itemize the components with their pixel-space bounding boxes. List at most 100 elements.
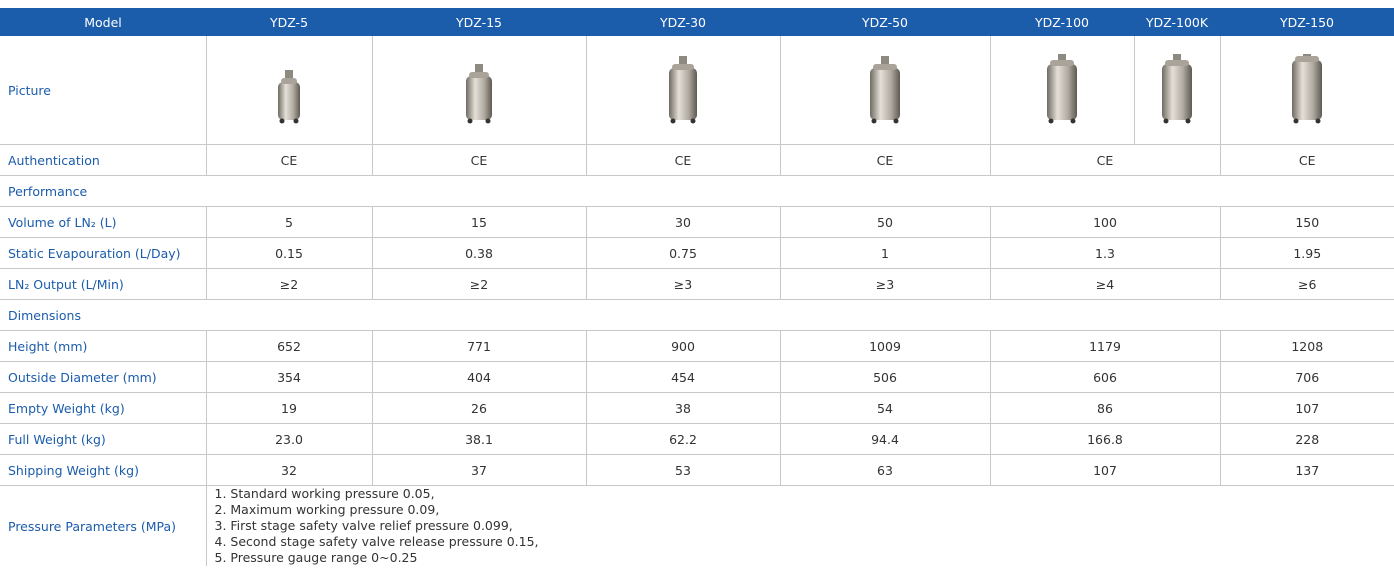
value-cell: 107 xyxy=(989,454,1220,486)
value-cell: 107 xyxy=(1219,392,1394,424)
header-cell: YDZ-100K xyxy=(1134,8,1220,36)
row-label: LN₂ Output (L/Min) xyxy=(0,268,206,300)
value-cell: 26 xyxy=(371,392,586,424)
value-cell: 32 xyxy=(205,454,372,486)
value-cell: 54 xyxy=(779,392,990,424)
value-cell: 100 xyxy=(989,206,1220,238)
value-cell: 94.4 xyxy=(779,423,990,455)
row-label: Outside Diameter (mm) xyxy=(0,361,206,393)
value-cell: CE xyxy=(585,144,780,176)
note-line: 3. First stage safety valve relief press… xyxy=(214,518,513,533)
header-cell: YDZ-15 xyxy=(372,8,586,36)
note-line: 5. Pressure gauge range 0~0.25 xyxy=(214,550,418,565)
spec-table: Model YDZ-5 YDZ-15 YDZ-30 YDZ-50 YDZ-100 YDZ-1… xyxy=(0,8,1394,566)
table-row: Full Weight (kg) 23.0 38.1 62.2 94.4 166.8 228 xyxy=(0,423,1394,455)
header-cell: YDZ-5 xyxy=(206,8,372,36)
row-label: Static Evapouration (L/Day) xyxy=(0,237,206,269)
row-label: Volume of LN₂ (L) xyxy=(0,206,206,238)
value-cell: 63 xyxy=(779,454,990,486)
note-line: 2. Maximum working pressure 0.09, xyxy=(214,502,440,517)
value-cell: 150 xyxy=(1219,206,1394,238)
table-row: LN₂ Output (L/Min) ≥2 ≥2 ≥3 ≥3 ≥4 ≥6 xyxy=(0,268,1394,300)
row-label: Pressure Parameters (MPa) xyxy=(8,518,177,534)
value-cell: 1208 xyxy=(1219,330,1394,362)
table-row: Empty Weight (kg) 19 26 38 54 86 107 xyxy=(0,392,1394,424)
row-label: Height (mm) xyxy=(0,330,206,362)
row-label: Authentication xyxy=(0,144,206,176)
value-cell: 53 xyxy=(585,454,780,486)
picture-cell xyxy=(779,36,990,145)
header-cell: YDZ-150 xyxy=(1220,8,1394,36)
product-image xyxy=(1162,51,1192,123)
section-label: Performance xyxy=(0,175,1394,207)
value-cell: 1.3 xyxy=(989,237,1220,269)
picture-cell xyxy=(1133,36,1220,145)
value-cell: ≥4 xyxy=(989,268,1220,300)
section-label: Dimensions xyxy=(0,299,1394,331)
value-cell: 1009 xyxy=(779,330,990,362)
product-image xyxy=(466,63,492,123)
product-image xyxy=(669,55,697,123)
value-cell: CE xyxy=(779,144,990,176)
value-cell: 166.8 xyxy=(989,423,1220,455)
value-cell: 0.75 xyxy=(585,237,780,269)
picture-cell xyxy=(585,36,780,145)
value-cell: 86 xyxy=(989,392,1220,424)
header-cell: Model xyxy=(0,8,206,36)
value-cell: 50 xyxy=(779,206,990,238)
picture-cell xyxy=(371,36,586,145)
table-row: Performance xyxy=(0,175,1394,207)
value-cell: CE xyxy=(1219,144,1394,176)
value-cell: 5 xyxy=(205,206,372,238)
value-cell: ≥2 xyxy=(205,268,372,300)
value-cell: 23.0 xyxy=(205,423,372,455)
value-cell: 454 xyxy=(585,361,780,393)
picture-cell xyxy=(989,36,1134,145)
table-row: Static Evapouration (L/Day) 0.15 0.38 0.75 1… xyxy=(0,237,1394,269)
table-row: Dimensions xyxy=(0,299,1394,331)
value-cell: 706 xyxy=(1219,361,1394,393)
note-line: 1. Standard working pressure 0.05, xyxy=(214,486,435,501)
value-cell: 1 xyxy=(779,237,990,269)
table-row: Pressure Parameters (MPa) 1. Standard wor… xyxy=(0,485,1394,566)
header-row: Model YDZ-5 YDZ-15 YDZ-30 YDZ-50 YDZ-100 YDZ-1… xyxy=(0,8,1394,36)
value-cell: CE xyxy=(371,144,586,176)
row-label: Empty Weight (kg) xyxy=(0,392,206,424)
picture-cell xyxy=(1219,36,1394,145)
table-row: Authentication CE CE CE CE CE CE xyxy=(0,144,1394,176)
value-cell: 354 xyxy=(205,361,372,393)
value-cell: 62.2 xyxy=(585,423,780,455)
table-row: Outside Diameter (mm) 354 404 454 506 606 706 xyxy=(0,361,1394,393)
product-image xyxy=(1047,51,1077,123)
value-cell: 652 xyxy=(205,330,372,362)
value-cell: 606 xyxy=(989,361,1220,393)
value-cell: 15 xyxy=(371,206,586,238)
value-cell: 404 xyxy=(371,361,586,393)
value-cell: 506 xyxy=(779,361,990,393)
value-cell: CE xyxy=(205,144,372,176)
value-cell: 0.38 xyxy=(371,237,586,269)
value-cell: 1179 xyxy=(989,330,1220,362)
table-row: Picture xyxy=(0,36,1394,145)
header-cell: YDZ-50 xyxy=(780,8,990,36)
product-image xyxy=(870,55,900,123)
value-cell: 30 xyxy=(585,206,780,238)
value-cell: 771 xyxy=(371,330,586,362)
table-row: Volume of LN₂ (L) 5 15 30 50 100 150 xyxy=(0,206,1394,238)
row-label: Picture xyxy=(0,36,206,145)
value-cell: 38 xyxy=(585,392,780,424)
product-image xyxy=(278,69,300,123)
table-row: Shipping Weight (kg) 32 37 53 63 107 137 xyxy=(0,454,1394,486)
value-cell: 137 xyxy=(1219,454,1394,486)
notes-cell: 1. Standard working pressure 0.05, 2. Max… xyxy=(205,485,1394,566)
spec-table-container: Model YDZ-5 YDZ-15 YDZ-30 YDZ-50 YDZ-100 YDZ-1… xyxy=(0,8,1394,566)
value-cell: 1.95 xyxy=(1219,237,1394,269)
row-label: Full Weight (kg) xyxy=(0,423,206,455)
value-cell: 19 xyxy=(205,392,372,424)
value-cell: 37 xyxy=(371,454,586,486)
table-row: Height (mm) 652 771 900 1009 1179 1208 xyxy=(0,330,1394,362)
value-cell: 228 xyxy=(1219,423,1394,455)
row-label: Shipping Weight (kg) xyxy=(0,454,206,486)
value-cell: 0.15 xyxy=(205,237,372,269)
product-image xyxy=(1292,47,1323,123)
